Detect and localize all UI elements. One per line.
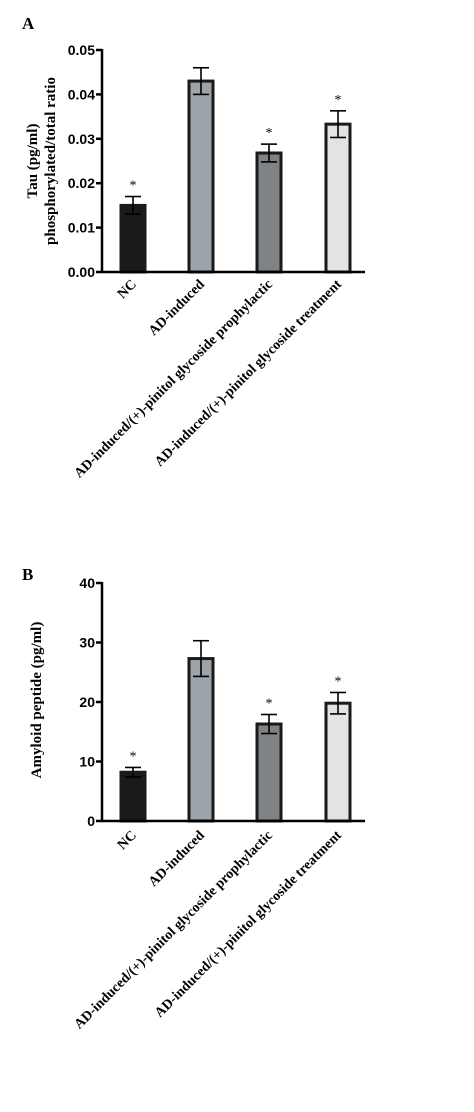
panel-a-chart: A Tau (pg/ml) phosphorylated/total ratio 0.… xyxy=(22,14,365,481)
y-tick-label: 0.01 xyxy=(68,220,95,236)
significance-star: * xyxy=(130,179,137,194)
y-axis-label: phosphorylated/total ratio xyxy=(43,77,59,245)
panel-b-chart: B Amyloid peptide (pg/ml) 0 10 20 30 40 * NC AD-i… xyxy=(22,565,365,1032)
bar xyxy=(255,151,283,274)
panel-letter: A xyxy=(22,14,35,33)
y-tick-label: 0.05 xyxy=(68,42,95,58)
y-tick-label: 10 xyxy=(79,754,95,770)
bar xyxy=(324,122,352,274)
bar xyxy=(119,203,147,274)
y-tick-label: 30 xyxy=(79,635,95,651)
x-tick-label: AD-induced xyxy=(146,828,208,890)
bar xyxy=(255,722,283,823)
y-axis-label: Tau (pg/ml) xyxy=(25,124,41,199)
significance-star: * xyxy=(266,696,273,711)
y-tick-label: 0.02 xyxy=(68,175,95,191)
y-tick-label: 20 xyxy=(79,694,95,710)
x-tick-label: AD-induced xyxy=(146,277,208,339)
bar xyxy=(324,701,352,823)
y-tick-label: 0.00 xyxy=(68,264,95,280)
y-tick-label: 0.03 xyxy=(68,131,95,147)
y-tick-label: 0 xyxy=(87,813,95,829)
significance-star: * xyxy=(130,749,137,764)
x-tick-label: NC xyxy=(115,277,140,302)
y-axis-label: Amyloid peptide (pg/ml) xyxy=(29,622,45,779)
bar xyxy=(187,657,215,823)
significance-star: * xyxy=(335,674,342,689)
significance-star: * xyxy=(266,126,273,141)
y-tick-label: 0.04 xyxy=(68,86,95,102)
panel-letter: B xyxy=(22,565,33,584)
bar xyxy=(119,770,147,823)
y-tick-label: 40 xyxy=(79,575,95,591)
x-tick-label: NC xyxy=(115,828,140,853)
bar xyxy=(187,79,215,274)
significance-star: * xyxy=(335,93,342,108)
